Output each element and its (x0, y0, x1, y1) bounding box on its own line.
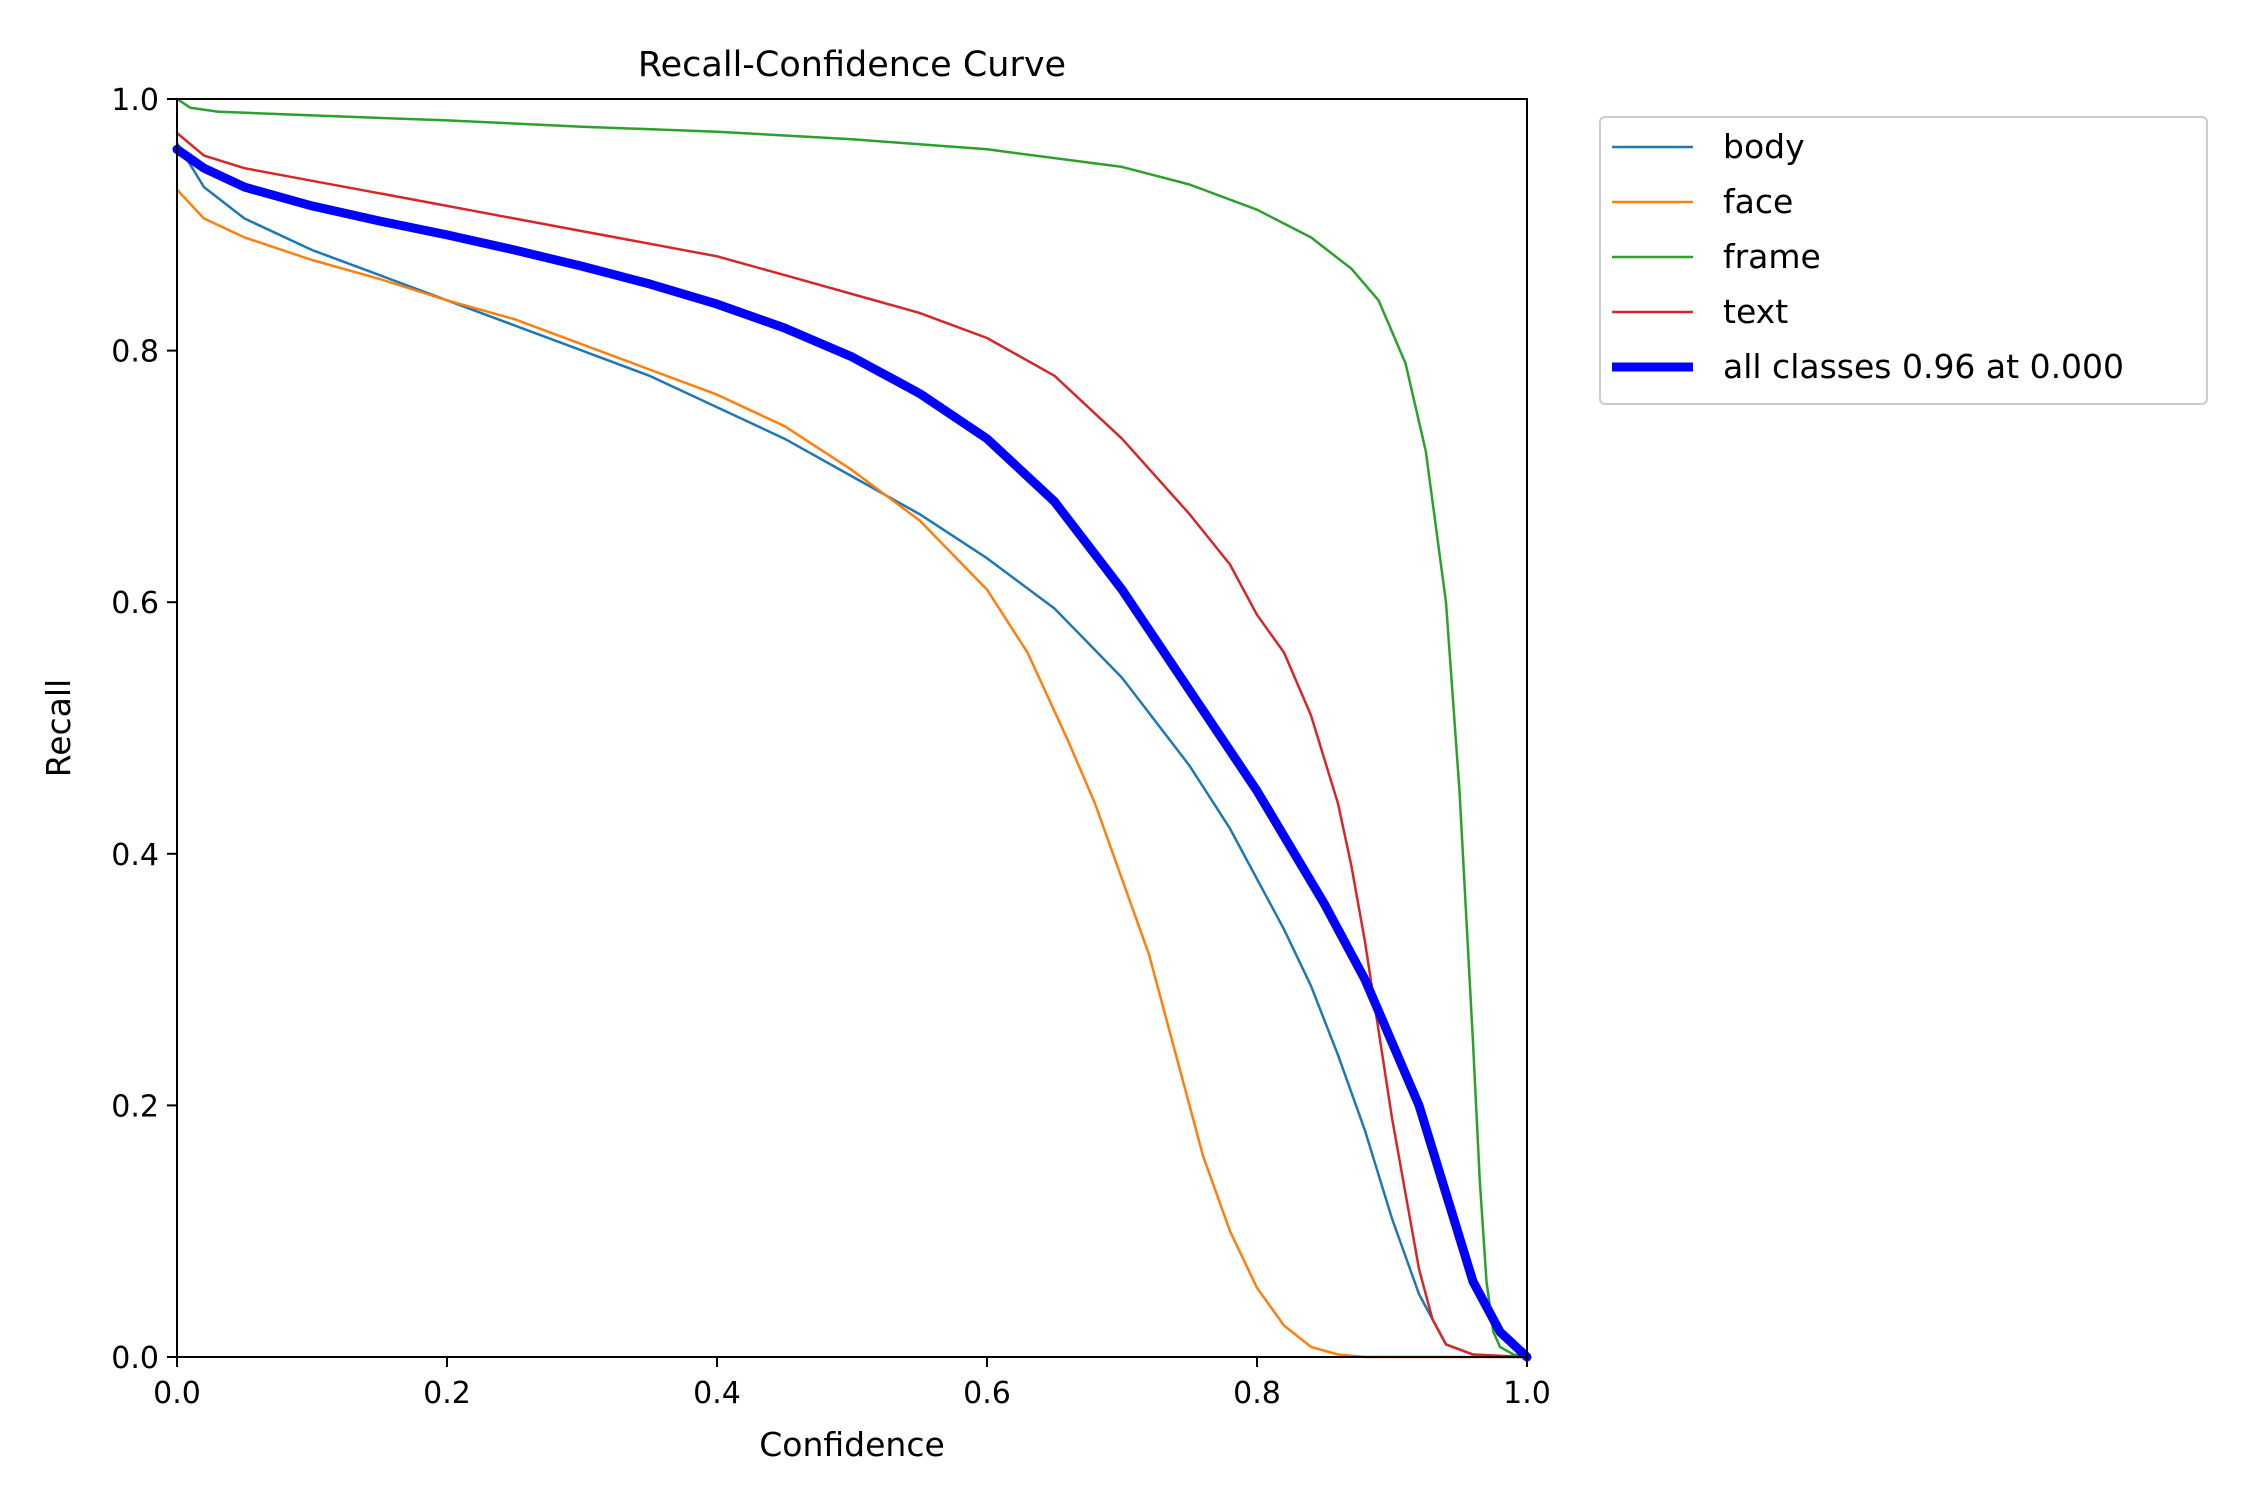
y-tick-label: 0.8 (111, 335, 159, 370)
y-tick-label: 0.0 (111, 1341, 159, 1376)
x-tick-label: 0.8 (1233, 1376, 1281, 1411)
x-tick-label: 0.0 (153, 1376, 201, 1411)
y-axis-ticks: 0.0 0.2 0.4 0.6 0.8 1.0 (111, 83, 177, 1376)
y-tick-label: 1.0 (111, 83, 159, 118)
plot-area (172, 97, 1532, 1362)
series-line-text (175, 131, 1529, 1359)
x-axis-ticks: 0.0 0.2 0.4 0.6 0.8 1.0 (153, 1357, 1551, 1411)
legend-label: face (1723, 182, 1793, 221)
y-tick-label: 0.2 (111, 1089, 159, 1124)
series-line-face (175, 188, 1529, 1359)
legend-items: body face frame text all classes 0.96 at 0.0… (1612, 127, 2124, 386)
legend-label: body (1723, 127, 1805, 166)
series-line-body (175, 141, 1529, 1359)
series-line-all (172, 144, 1532, 1362)
y-axis-label: Recall (39, 679, 78, 777)
legend-label: text (1723, 292, 1788, 331)
legend-box (1599, 116, 2208, 405)
x-tick-label: 0.6 (963, 1376, 1011, 1411)
x-tick-label: 0.2 (423, 1376, 471, 1411)
legend-label: frame (1723, 237, 1821, 276)
legend-label: all classes 0.96 at 0.000 (1723, 347, 2124, 386)
y-tick-label: 0.4 (111, 838, 159, 873)
plot-frame (176, 98, 1528, 1358)
legend: body face frame text all classes 0.96 at 0.0… (1599, 116, 2208, 405)
chart-title: Recall-Confidence Curve (638, 45, 1066, 85)
series-line-frame (175, 97, 1529, 1359)
x-axis-label: Confidence (759, 1425, 945, 1464)
x-tick-label: 1.0 (1503, 1376, 1551, 1411)
y-tick-label: 0.6 (111, 586, 159, 621)
x-tick-label: 0.4 (693, 1376, 741, 1411)
